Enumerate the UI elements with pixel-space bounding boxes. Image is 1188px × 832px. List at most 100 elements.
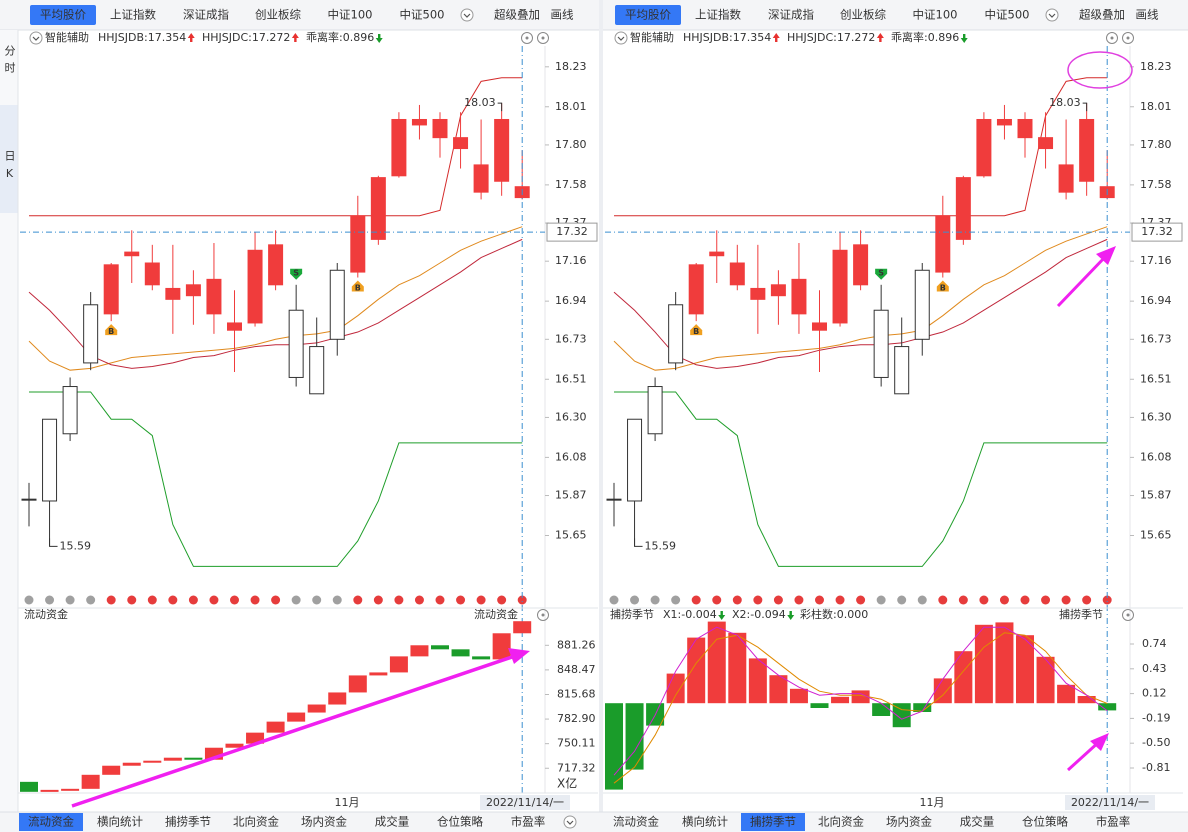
y-tick-label: 16.30: [1140, 410, 1172, 423]
top-tab[interactable]: 深证成指: [183, 8, 229, 22]
indicator-line: [29, 77, 523, 217]
top-tab[interactable]: 超级叠加: [494, 8, 540, 22]
candle-body: [391, 118, 407, 177]
indicator-value: 彩柱数:0.000: [800, 607, 868, 621]
help-icon-dot: [541, 36, 545, 40]
status-dot: [1020, 595, 1030, 605]
bottom-tab[interactable]: 仓位策略: [437, 815, 483, 829]
y-tick-label: 17.80: [1140, 138, 1172, 151]
top-tab[interactable]: 中证100: [913, 8, 958, 22]
bottom-tab[interactable]: 横向统计: [97, 815, 143, 829]
candle-body: [832, 249, 848, 324]
signal-marker: [351, 280, 364, 292]
side-tab[interactable]: 分时: [3, 45, 16, 79]
flow-bar: [513, 621, 532, 634]
panel-divider: [599, 0, 603, 832]
status-dot: [353, 595, 363, 605]
bottom-tab[interactable]: 流动资金: [28, 815, 74, 829]
dropdown-icon[interactable]: [460, 8, 474, 22]
macd-bar: [1016, 635, 1034, 704]
status-dot: [332, 595, 342, 605]
candle-body: [853, 244, 869, 286]
top-tab[interactable]: 画线: [1136, 8, 1159, 22]
dropdown-icon[interactable]: [614, 31, 628, 45]
bottom-tab[interactable]: 成交量: [960, 815, 995, 829]
status-dot: [691, 595, 701, 605]
macd-bar: [605, 703, 623, 790]
trend-arrow: [375, 34, 383, 43]
top-tab[interactable]: 平均股价: [40, 8, 86, 22]
top-tab[interactable]: 深证成指: [768, 8, 814, 22]
bottom-tab[interactable]: 北向资金: [818, 815, 864, 829]
bottom-tab[interactable]: 捕捞季节: [750, 815, 796, 829]
status-dot: [435, 595, 445, 605]
bottom-tab[interactable]: 捕捞季节: [165, 815, 211, 829]
top-tab[interactable]: 中证100: [328, 8, 373, 22]
settings-icon[interactable]: [537, 609, 549, 621]
help-icon[interactable]: [537, 32, 549, 44]
indicator-line: [614, 391, 1108, 567]
indicator-title: 捕捞季节: [610, 607, 654, 621]
y-tick-label: -0.81: [1142, 761, 1170, 774]
indicator-name: 智能辅助: [45, 30, 89, 44]
status-dot: [373, 595, 383, 605]
bottom-tab[interactable]: 成交量: [375, 815, 410, 829]
annotation-arrowhead: [1096, 246, 1116, 265]
dropdown-icon[interactable]: [563, 815, 577, 829]
top-tab[interactable]: 平均股价: [625, 8, 671, 22]
y-tick-label: 18.23: [555, 60, 587, 73]
bottom-tab[interactable]: 横向统计: [682, 815, 728, 829]
y-tick-label: 16.08: [555, 450, 587, 463]
bottom-tab[interactable]: 仓位策略: [1022, 815, 1068, 829]
status-dot: [168, 595, 178, 605]
settings-icon[interactable]: [1106, 32, 1118, 44]
top-tab[interactable]: 创业板综: [255, 8, 301, 22]
flow-bar: [451, 649, 470, 657]
trend-arrow: [787, 611, 795, 620]
side-tab[interactable]: 日K: [3, 150, 16, 186]
top-tab[interactable]: 画线: [551, 8, 574, 22]
top-tab[interactable]: 上证指数: [695, 8, 741, 22]
bottom-tab[interactable]: 流动资金: [613, 815, 659, 829]
y-tick-label: 750.11: [557, 737, 596, 750]
bottom-tab[interactable]: 市盈率: [511, 815, 546, 829]
y-tick-label: 0.43: [1142, 662, 1167, 675]
bottom-tab[interactable]: 场内资金: [301, 815, 347, 829]
price-box-label: 17.32: [1141, 225, 1173, 238]
macd-bar: [769, 675, 788, 704]
bottom-tab[interactable]: 场内资金: [886, 815, 932, 829]
candle-body: [124, 251, 140, 257]
status-dot: [188, 595, 198, 605]
top-tab[interactable]: 创业板综: [840, 8, 886, 22]
top-tab[interactable]: 上证指数: [110, 8, 156, 22]
top-tab[interactable]: 中证500: [985, 8, 1030, 22]
indicator-title-right: 捕捞季节: [1059, 607, 1103, 621]
bottom-tab[interactable]: 市盈率: [1096, 815, 1131, 829]
status-dot: [456, 595, 466, 605]
indicator-line: [29, 391, 523, 567]
y-tick-label: 16.30: [555, 410, 587, 423]
y-tick-label: 782.90: [557, 712, 596, 725]
dropdown-icon[interactable]: [29, 31, 43, 45]
dropdown-icon[interactable]: [1045, 8, 1059, 22]
dropdown-chevron: [1048, 13, 1056, 18]
indicator-line: [614, 77, 1108, 217]
status-dot: [1102, 595, 1112, 605]
bottom-tab[interactable]: 北向资金: [233, 815, 279, 829]
settings-icon[interactable]: [521, 32, 533, 44]
top-tab[interactable]: 超级叠加: [1079, 8, 1125, 22]
candle-body: [370, 177, 386, 240]
top-tab[interactable]: 中证500: [400, 8, 445, 22]
y-tick-label: 815.68: [557, 687, 596, 700]
signal-label: S: [878, 268, 884, 277]
y-tick-label: 17.16: [1140, 254, 1172, 267]
candle-body: [350, 215, 366, 273]
y-tick-label: 18.23: [1140, 60, 1172, 73]
dropdown-chevron: [566, 820, 574, 825]
status-dot: [897, 595, 907, 605]
candle-body: [329, 269, 345, 340]
signal-marker: [290, 268, 303, 280]
status-dot: [86, 595, 96, 605]
help-icon[interactable]: [1122, 32, 1134, 44]
settings-icon[interactable]: [1122, 609, 1134, 621]
